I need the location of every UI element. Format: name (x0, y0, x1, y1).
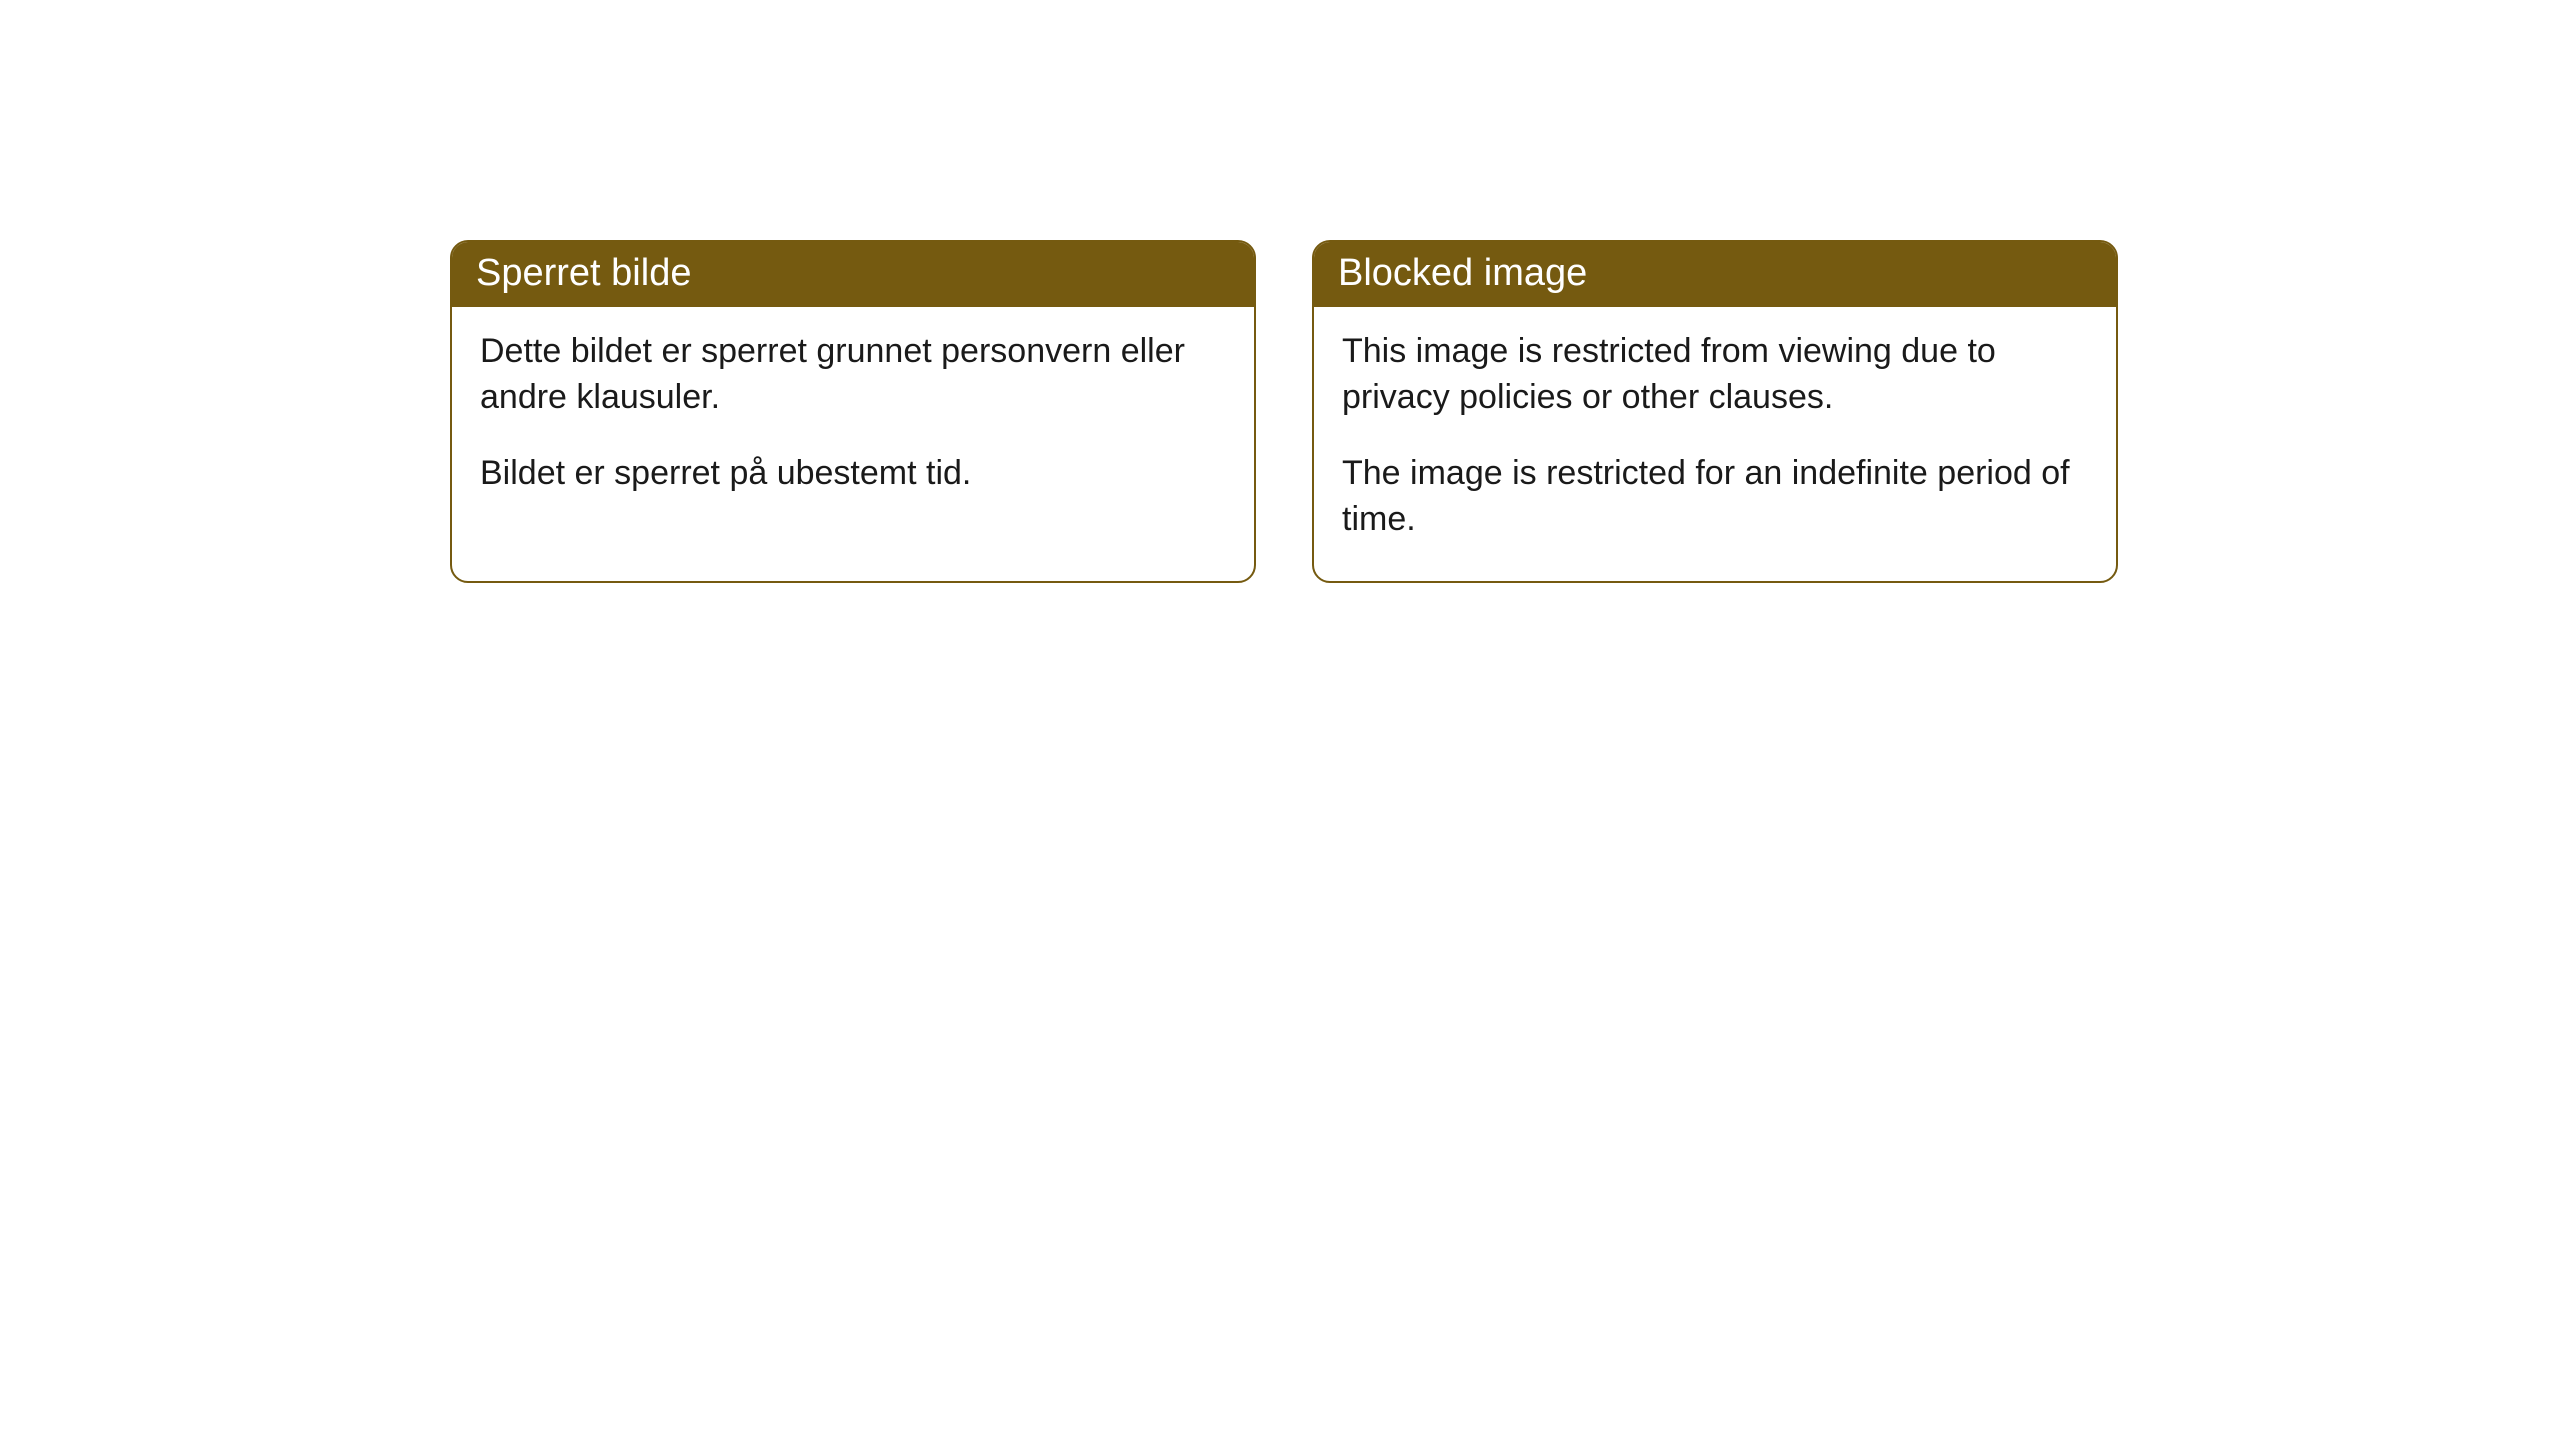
card-paragraph: Bildet er sperret på ubestemt tid. (480, 451, 1226, 497)
card-title: Sperret bilde (476, 252, 691, 294)
card-header-english: Blocked image (1314, 242, 2116, 307)
notice-cards-container: Sperret bilde Dette bildet er sperret gr… (450, 240, 2560, 583)
card-paragraph: This image is restricted from viewing du… (1342, 329, 2088, 421)
card-body-english: This image is restricted from viewing du… (1314, 307, 2116, 581)
blocked-image-card-english: Blocked image This image is restricted f… (1312, 240, 2118, 583)
blocked-image-card-norwegian: Sperret bilde Dette bildet er sperret gr… (450, 240, 1256, 583)
card-title: Blocked image (1338, 252, 1587, 294)
card-paragraph: The image is restricted for an indefinit… (1342, 451, 2088, 543)
card-header-norwegian: Sperret bilde (452, 242, 1254, 307)
card-paragraph: Dette bildet er sperret grunnet personve… (480, 329, 1226, 421)
card-body-norwegian: Dette bildet er sperret grunnet personve… (452, 307, 1254, 535)
